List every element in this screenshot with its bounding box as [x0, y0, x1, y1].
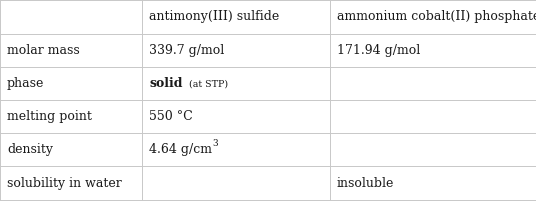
- Text: (at STP): (at STP): [182, 79, 228, 88]
- Text: melting point: melting point: [7, 110, 92, 123]
- Text: insoluble: insoluble: [337, 177, 394, 189]
- Text: density: density: [7, 143, 53, 156]
- Text: phase: phase: [7, 77, 44, 90]
- Text: antimony(III) sulfide: antimony(III) sulfide: [149, 11, 279, 23]
- Text: 4.64 g/cm: 4.64 g/cm: [149, 143, 212, 156]
- Text: solid: solid: [149, 77, 182, 90]
- Text: ammonium cobalt(II) phosphate: ammonium cobalt(II) phosphate: [337, 11, 536, 23]
- Text: solubility in water: solubility in water: [7, 177, 122, 189]
- Text: 3: 3: [212, 139, 218, 148]
- Text: molar mass: molar mass: [7, 44, 80, 57]
- Text: 339.7 g/mol: 339.7 g/mol: [149, 44, 224, 57]
- Text: 171.94 g/mol: 171.94 g/mol: [337, 44, 420, 57]
- Text: 550 °C: 550 °C: [149, 110, 193, 123]
